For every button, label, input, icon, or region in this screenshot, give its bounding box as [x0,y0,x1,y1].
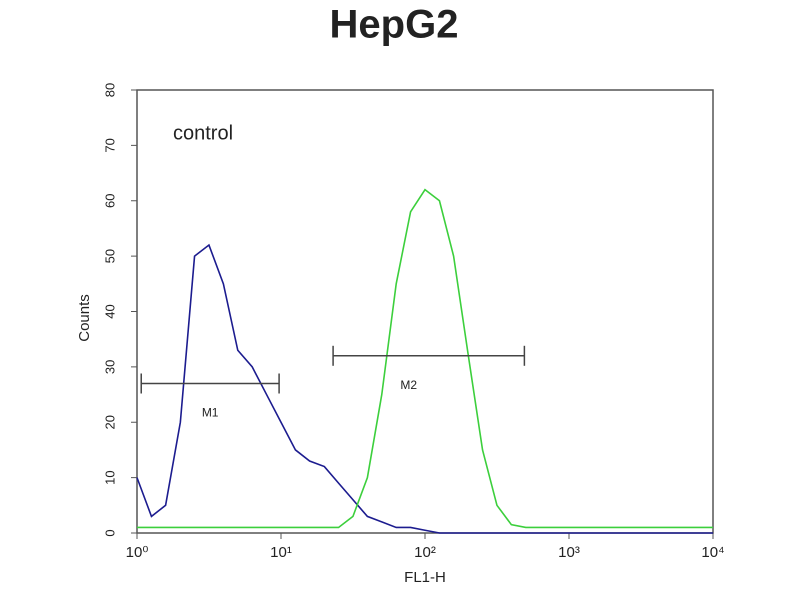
gate-label: M1 [202,406,219,420]
y-tick-label: 50 [102,249,117,263]
x-tick-label: 10⁰ [126,544,149,561]
y-tick-label: 10 [102,470,117,484]
x-axis-label: FL1-H [404,569,446,586]
gate-label: M2 [400,378,417,392]
annotation: control [173,122,233,144]
y-tick-label: 60 [102,194,117,208]
plot-frame [136,89,714,534]
series-line [137,188,713,529]
series-line [136,243,713,534]
y-tick-label: 0 [102,529,117,536]
y-tick-label: 70 [102,138,117,152]
y-tick-label: 30 [102,360,117,374]
x-tick-label: 10² [414,544,436,561]
x-tick-label: 10¹ [270,544,292,561]
chart-title: HepG2 [330,3,459,47]
y-axis-label: Counts [76,294,93,342]
y-tick-label: 80 [102,83,117,97]
x-tick-label: 10³ [558,544,580,561]
y-tick-label: 20 [102,415,117,429]
y-tick-label: 40 [102,304,117,318]
x-tick-label: 10⁴ [701,544,724,561]
